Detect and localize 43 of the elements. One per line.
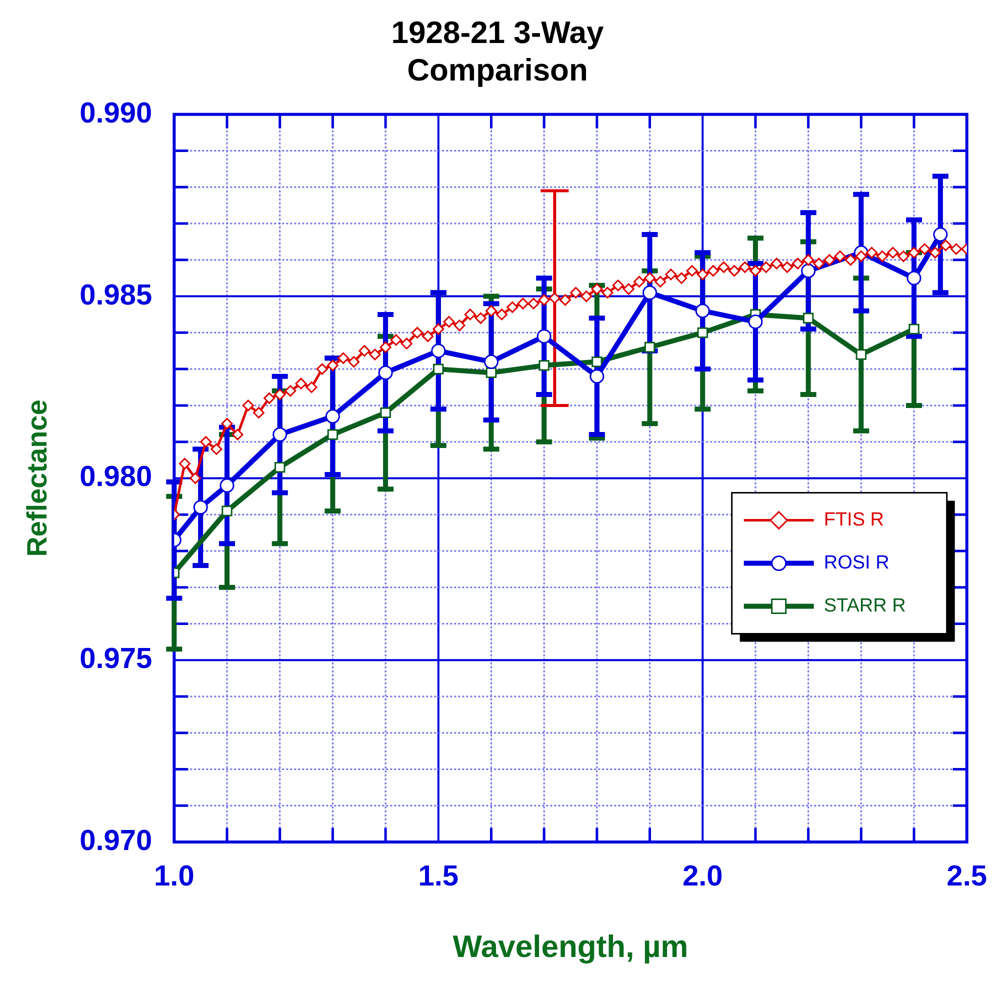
point <box>697 327 708 338</box>
point <box>906 270 922 286</box>
point <box>431 344 446 358</box>
x-tick-label: 1.0 <box>154 860 194 892</box>
point <box>644 342 656 353</box>
point <box>325 409 340 424</box>
point <box>193 500 208 515</box>
point <box>484 354 498 370</box>
point <box>590 369 604 384</box>
point <box>433 364 444 374</box>
point <box>327 429 338 440</box>
point <box>220 478 234 493</box>
point <box>695 304 710 318</box>
point <box>274 462 286 473</box>
x-axis-title: Wavelength, µm <box>452 928 688 964</box>
point <box>486 367 497 378</box>
y-tick-label: 0.975 <box>80 643 152 676</box>
point <box>378 365 393 380</box>
x-tick-label: 1.5 <box>418 860 459 892</box>
y-tick-label: 0.990 <box>80 97 152 130</box>
y-axis-title: Reflectance <box>22 400 53 557</box>
legend-label: STARR R <box>824 595 906 616</box>
x-tick-label: 2.5 <box>946 860 988 892</box>
point <box>801 264 816 278</box>
point <box>908 324 920 334</box>
y-tick-label: 0.985 <box>80 279 152 312</box>
y-tick-label: 0.980 <box>80 461 152 494</box>
legend-label: FTIS R <box>824 509 884 530</box>
legend-label: ROSI R <box>824 552 890 574</box>
point <box>933 227 948 242</box>
point <box>222 506 232 516</box>
point <box>272 427 288 442</box>
point <box>802 312 814 324</box>
point <box>538 360 550 371</box>
point <box>380 407 391 418</box>
chart-title: 1928-21 3-Way Comparison <box>391 15 605 88</box>
x-tick-label: 2.0 <box>682 860 723 892</box>
point <box>592 356 602 368</box>
point <box>642 285 658 300</box>
y-tick-label: 0.970 <box>80 825 152 857</box>
point <box>536 329 552 344</box>
point <box>856 349 866 360</box>
point <box>748 314 763 330</box>
